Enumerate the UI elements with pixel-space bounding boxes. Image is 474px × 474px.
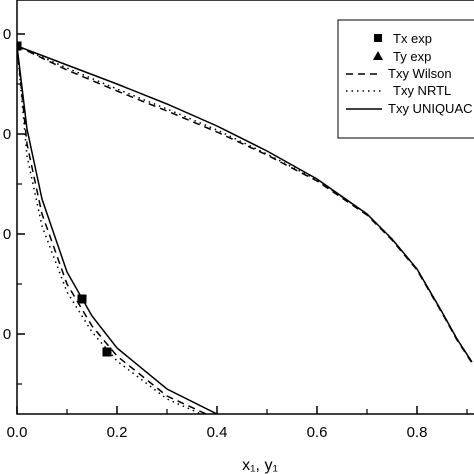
point-tx-exp-2	[102, 347, 112, 357]
point-tx-exp-0	[17, 41, 22, 51]
series-lines	[17, 45, 473, 414]
legend: Tx exp Ty exp Txy Wilson Txy NRTL Txy UN…	[337, 19, 474, 139]
x-tick-label-0: 0.0	[7, 424, 28, 441]
line-txy-uniquac-4	[17, 45, 473, 363]
x-tick-label-2: 0.4	[207, 424, 228, 441]
x-axis-label: x₁, y₁	[242, 457, 278, 474]
y-tick-label-3: 0	[3, 326, 11, 343]
x-tick-label-1: 0.2	[107, 424, 128, 441]
x-tick-label-4: 0.8	[407, 424, 428, 441]
legend-label-uniquac: Txy UNIQUAC	[388, 101, 473, 116]
y-tick-label-2: 0	[3, 226, 11, 243]
line-txy-wilson-5	[17, 45, 473, 364]
line-txy-nrtl-3	[17, 45, 203, 414]
plot-frame	[16, 0, 474, 415]
legend-marker-ty-exp	[373, 51, 383, 60]
x-tick-label-3: 0.6	[307, 424, 328, 441]
axis-tick-labels: 0.0 0.2 0.4 0.6 0.8 0 0 0 0	[3, 26, 428, 441]
legend-label-tx-exp: Tx exp	[393, 31, 432, 46]
line-txy-uniquac-1	[17, 45, 220, 414]
legend-label-wilson: Txy Wilson	[388, 66, 452, 81]
axis-ticks	[16, 33, 468, 414]
legend-label-nrtl: Txy NRTL	[393, 83, 451, 98]
legend-label-ty-exp: Ty exp	[393, 49, 431, 64]
legend-marker-tx-exp	[374, 34, 382, 42]
y-tick-label-1: 0	[3, 126, 11, 143]
legend-box	[337, 19, 474, 139]
series-points	[17, 41, 112, 357]
line-txy-wilson-2	[17, 45, 208, 414]
y-tick-label-0: 0	[3, 26, 11, 43]
point-tx-exp-1	[77, 294, 87, 304]
